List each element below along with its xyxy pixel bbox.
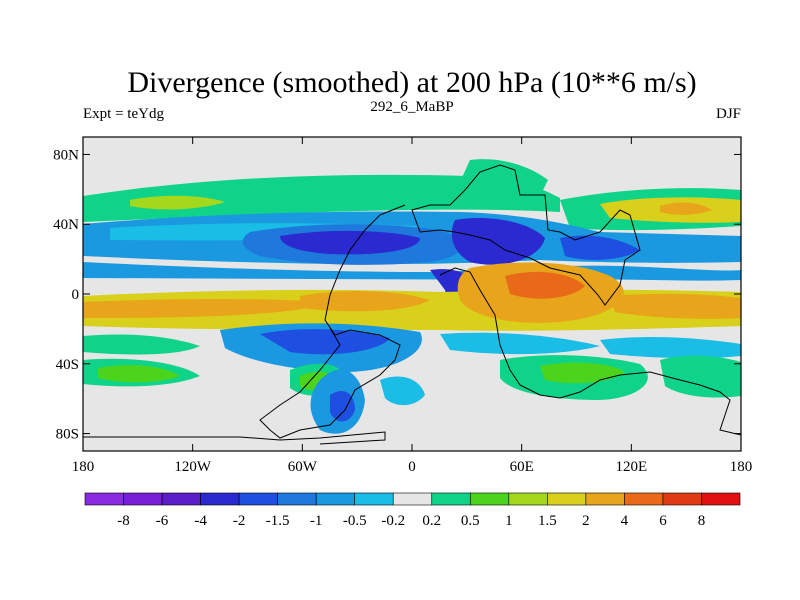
field-region	[440, 332, 600, 355]
continent-outlines	[83, 164, 741, 445]
colorbar-label: -0.5	[343, 513, 367, 529]
colorbar-swatch	[701, 492, 741, 506]
colorbar-label: 1	[505, 513, 513, 529]
field-region	[660, 355, 741, 398]
field-region	[660, 202, 712, 215]
y-tick-label: 0	[72, 287, 80, 303]
x-tick-label: 180	[730, 459, 753, 475]
colorbar-label: -6	[156, 513, 169, 529]
colorbar-swatch	[161, 492, 201, 506]
x-tick-label: 120W	[174, 459, 212, 475]
colorbar-label: 2	[582, 513, 590, 529]
colorbar-label: 0.2	[422, 513, 441, 529]
x-tick-label: 120E	[615, 459, 647, 475]
field-region	[130, 195, 225, 210]
y-axis: 80N 40N 0 40S 80S	[53, 147, 741, 443]
eurasia-outline	[411, 164, 641, 306]
field-region	[83, 174, 560, 222]
y-tick-label: 80S	[56, 427, 79, 443]
field-region	[83, 299, 330, 318]
colorbar-swatch	[238, 492, 278, 506]
colorbar-swatch	[662, 492, 702, 506]
colorbar-swatch	[392, 492, 433, 506]
field-region	[540, 362, 625, 384]
antarctic-outline	[83, 431, 386, 445]
colorbar-swatch	[431, 492, 471, 506]
colorbar-label: -2	[233, 513, 246, 529]
colorbar-swatch	[84, 492, 124, 506]
colorbar-swatch	[508, 492, 548, 506]
divergence-field	[83, 137, 741, 451]
colorbar-swatch	[315, 492, 356, 506]
colorbar-swatch	[277, 492, 317, 506]
field-region	[610, 293, 741, 319]
chart-title: Divergence (smoothed) at 200 hPa (10**6 …	[127, 66, 696, 99]
field-region	[460, 159, 548, 196]
colorbar-label: 0.5	[461, 513, 480, 529]
colorbar-label: -8	[117, 513, 130, 529]
field-region	[600, 337, 741, 359]
americas-outline	[259, 204, 406, 439]
colorbar-label: 4	[621, 513, 629, 529]
x-axis: 180 120W 60W 0 60E 120E 180	[72, 137, 753, 475]
x-tick-label: 60W	[288, 459, 318, 475]
x-tick-label: 180	[72, 459, 95, 475]
colorbar-swatch	[547, 492, 587, 506]
colorbar-label: -0.2	[381, 513, 405, 529]
colorbar-swatch	[123, 492, 163, 506]
field-region	[280, 230, 420, 255]
field-region	[98, 365, 180, 383]
colorbar-swatch	[354, 492, 394, 506]
field-region	[451, 218, 545, 265]
field-region	[260, 329, 390, 355]
y-tick-label: 80N	[53, 147, 79, 163]
field-region	[83, 334, 200, 355]
colorbar-label: -1.5	[266, 513, 290, 529]
x-tick-label: 0	[408, 459, 416, 475]
colorbar-swatch	[200, 492, 240, 506]
field-region	[330, 390, 355, 422]
colorbar-swatch	[624, 492, 664, 506]
colorbar: -8 -6 -4 -2 -1.5 -1 -0.5 -0.2 0.2 0.5 1 1.5 2 4 6 8	[84, 492, 741, 529]
colorbar-label: 1.5	[538, 513, 557, 529]
y-tick-label: 40N	[53, 217, 79, 233]
period-label: 292_6_MaBP	[370, 99, 453, 115]
experiment-label: Expt = teYdg	[83, 106, 164, 122]
colorbar-swatch	[585, 492, 625, 506]
field-region	[505, 271, 585, 299]
colorbar-label: -1	[310, 513, 323, 529]
season-label: DJF	[716, 106, 741, 122]
field-region	[380, 376, 425, 406]
colorbar-swatch	[469, 492, 510, 506]
colorbar-label: -4	[194, 513, 207, 529]
field-region	[560, 235, 640, 260]
colorbar-label: 6	[659, 513, 667, 529]
field-region	[300, 291, 430, 312]
x-tick-label: 60E	[510, 459, 534, 475]
colorbar-label: 8	[698, 513, 706, 529]
y-tick-label: 40S	[56, 357, 79, 373]
africa-outline	[439, 267, 741, 436]
